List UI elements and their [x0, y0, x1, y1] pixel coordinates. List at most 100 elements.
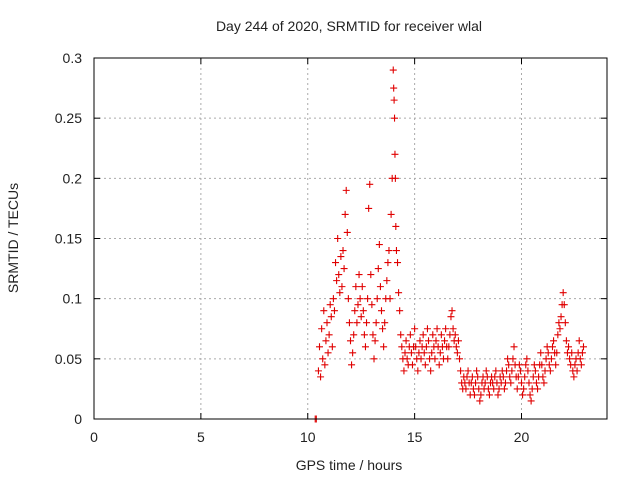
data-point: [320, 307, 328, 315]
chart-title: Day 244 of 2020, SRMTID for receiver wla…: [216, 18, 482, 34]
y-tick-label: 0: [74, 411, 82, 427]
data-point: [576, 355, 584, 363]
data-point: [350, 331, 358, 339]
data-point: [356, 295, 364, 303]
data-point: [500, 385, 508, 393]
data-point: [538, 361, 546, 369]
data-point: [370, 355, 378, 363]
data-point: [518, 379, 525, 387]
data-point: [556, 325, 564, 333]
x-tick-label: 5: [197, 429, 205, 445]
data-point: [379, 325, 387, 333]
data-point: [524, 367, 532, 375]
data-point: [339, 247, 347, 255]
data-point: [414, 367, 422, 375]
data-point: [539, 373, 547, 381]
data-point: [566, 355, 574, 363]
data-point: [448, 307, 456, 315]
data-point: [352, 283, 360, 291]
data-point: [338, 283, 346, 291]
data-point: [316, 343, 324, 351]
data-point: [391, 174, 399, 182]
data-point: [499, 373, 507, 381]
data-point: [494, 391, 502, 399]
data-point: [421, 361, 429, 369]
data-point: [390, 84, 398, 92]
data-point: [392, 222, 400, 230]
data-point: [402, 337, 410, 345]
data-point: [369, 331, 377, 339]
data-point: [532, 379, 540, 387]
data-point: [552, 361, 560, 369]
data-point: [340, 265, 348, 273]
data-point: [523, 355, 531, 363]
data-point: [375, 241, 383, 249]
data-point: [437, 331, 445, 339]
data-point: [366, 180, 374, 188]
data-point: [390, 96, 398, 104]
data-point: [400, 367, 408, 375]
data-point: [510, 343, 518, 351]
data-point: [367, 271, 375, 279]
data-point: [453, 349, 461, 357]
data-point: [575, 337, 583, 345]
data-point: [477, 391, 485, 399]
x-tick-label: 0: [90, 429, 98, 445]
data-point: [423, 325, 431, 333]
data-point: [342, 186, 350, 194]
data-point: [573, 367, 581, 375]
data-point: [351, 307, 359, 315]
data-point: [526, 391, 534, 399]
data-point: [376, 283, 384, 291]
data-point: [335, 271, 343, 279]
data-point: [445, 343, 453, 351]
data-point: [521, 373, 529, 381]
data-point: [560, 301, 568, 309]
y-tick-label: 0.2: [63, 170, 83, 186]
data-point: [326, 301, 334, 309]
data-point: [507, 379, 515, 387]
data-point: [546, 367, 554, 375]
data-point: [348, 361, 356, 369]
data-point: [318, 325, 326, 333]
data-point: [321, 361, 329, 369]
data-point: [330, 307, 338, 315]
data-point: [420, 349, 428, 357]
data-point: [314, 367, 322, 375]
data-point: [349, 349, 357, 357]
data-point: [416, 337, 424, 345]
data-point: [396, 307, 404, 315]
data-point: [380, 343, 388, 351]
data-point: [363, 319, 371, 327]
data-point: [334, 235, 342, 242]
data-point: [401, 349, 409, 357]
data-point: [374, 265, 382, 273]
data-point: [364, 295, 372, 303]
data-point: [537, 349, 545, 357]
data-point: [506, 373, 514, 381]
data-point: [432, 337, 440, 345]
data-point: [527, 397, 535, 405]
data-point: [392, 247, 400, 255]
data-point: [577, 361, 585, 369]
data-point: [397, 331, 405, 339]
data-point: [341, 210, 349, 218]
data-point: [353, 319, 361, 327]
x-axis-label: GPS time / hours: [296, 457, 403, 473]
data-point: [456, 355, 464, 363]
data-point: [531, 367, 539, 375]
data-point: [555, 319, 563, 327]
data-point: [377, 307, 385, 315]
data-point: [398, 343, 406, 351]
data-point: [451, 331, 459, 339]
data-point: [442, 325, 450, 333]
data-point: [427, 367, 435, 375]
data-point: [492, 367, 500, 375]
data-point: [389, 66, 397, 74]
data-point: [403, 355, 411, 363]
data-point: [357, 313, 365, 321]
data-point: [387, 210, 395, 218]
data-point: [407, 349, 415, 357]
data-point: [470, 391, 478, 399]
